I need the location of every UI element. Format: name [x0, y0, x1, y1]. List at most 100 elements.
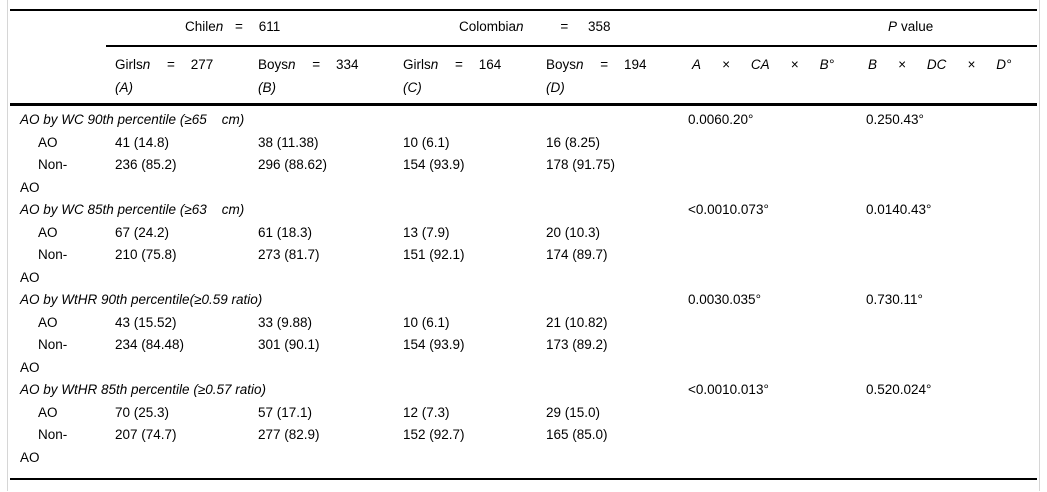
p-value-cell: 0.730.11°	[866, 292, 923, 307]
table-top-rule	[10, 9, 1037, 11]
data-cell: 67 (24.2)	[115, 224, 170, 240]
data-cell: 10 (6.1)	[403, 314, 450, 330]
section-ao-wthr-85: AO by WtHR 85th percentile (≥0.57 ratio)…	[10, 379, 1037, 469]
data-cell: 301 (90.1)	[258, 337, 320, 352]
p-value-cell: 0.0060.20°	[688, 112, 754, 127]
data-cell: 70 (25.3)	[115, 404, 170, 420]
section-title: AO by WC 85th percentile (≥63 cm)	[20, 202, 245, 217]
contrast1-b: B°	[819, 57, 834, 72]
data-cell: 234 (84.48)	[115, 337, 185, 352]
col-b-group: Boys	[258, 57, 289, 72]
row-label-ao: AO	[38, 314, 58, 330]
row-label-ao: AO	[38, 224, 58, 240]
chile-equals: =	[235, 19, 243, 34]
colombia-equals: =	[560, 19, 569, 34]
col-a-equals: =	[167, 57, 175, 72]
col-c-group: Girls	[403, 57, 431, 72]
data-cell: 43 (15.52)	[115, 314, 177, 330]
col-letter-c: (C)	[403, 79, 422, 95]
chile-n-symbol: n	[215, 19, 224, 34]
row-label-non-ao: Non-AO	[20, 337, 68, 375]
multiply-icon: ×	[722, 57, 730, 72]
col-d-equals: =	[600, 57, 609, 72]
data-cell: 41 (14.8)	[115, 134, 170, 150]
col-c-equals: =	[455, 57, 463, 72]
header-col-girls-colombia: Girlsn = 164	[403, 54, 501, 77]
col-c-n-value: 164	[478, 57, 502, 72]
data-cell: 277 (82.9)	[258, 427, 320, 442]
data-cell: 61 (18.3)	[258, 224, 313, 240]
data-cell: 57 (17.1)	[258, 404, 313, 420]
contrast2-d: D°	[996, 57, 1012, 72]
data-cell: 154 (93.9)	[403, 157, 465, 172]
contrast2-b: B	[868, 57, 878, 72]
header-group-rule	[106, 45, 1037, 47]
col-letter-a: (A)	[115, 79, 133, 95]
header-p-contrast-2: B × DC × D°	[868, 54, 1011, 77]
multiply-icon: ×	[790, 57, 799, 72]
data-cell: 152 (92.7)	[403, 427, 465, 442]
section-title: AO by WtHR 90th percentile(≥0.59 ratio)	[20, 292, 263, 307]
multiply-icon: ×	[967, 57, 976, 72]
data-cell: 21 (10.82)	[546, 314, 608, 330]
header-p-contrast-1: A × CA × B°	[692, 54, 834, 77]
data-cell: 207 (74.7)	[115, 427, 177, 442]
p-value-cell: <0.0010.073°	[688, 202, 769, 217]
data-cell: 210 (75.8)	[115, 247, 177, 262]
table-bottom-rule	[10, 478, 1037, 480]
col-b-n-symbol: n	[288, 57, 296, 72]
data-cell: 38 (11.38)	[258, 134, 319, 150]
chile-label: Chile	[185, 19, 216, 34]
p-value-cell: <0.0010.013°	[688, 382, 769, 397]
data-cell: 173 (89.2)	[546, 337, 608, 352]
section-ao-wthr-90: AO by WtHR 90th percentile(≥0.59 ratio) …	[10, 289, 1037, 379]
col-c-n-symbol: n	[430, 57, 439, 72]
col-letter-b: (B)	[258, 79, 276, 95]
col-a-group: Girls	[115, 57, 143, 72]
col-d-group: Boys	[546, 57, 577, 72]
data-cell: 29 (15.0)	[546, 404, 601, 420]
row-label-non-ao: Non-AO	[20, 247, 68, 285]
col-a-n-symbol: n	[142, 57, 151, 72]
row-label-ao: AO	[38, 134, 58, 150]
col-d-n-symbol: n	[576, 57, 584, 72]
header-col-boys-colombia: Boysn = 194	[546, 54, 646, 77]
data-cell: 236 (85.2)	[115, 157, 177, 172]
colombia-n-symbol: n	[516, 19, 524, 34]
section-title: AO by WtHR 85th percentile (≥0.57 ratio)	[20, 382, 267, 397]
data-cell: 10 (6.1)	[403, 134, 450, 150]
colombia-n-value: 358	[587, 19, 611, 34]
col-a-n-value: 277	[190, 57, 214, 72]
p-value-cell: 0.0030.035°	[688, 292, 761, 307]
p-value-cell: 0.0140.43°	[866, 202, 932, 217]
header-col-boys-chile: Boysn = 334	[258, 54, 358, 77]
data-cell: 273 (81.7)	[258, 247, 320, 262]
col-letter-d: (D)	[546, 79, 565, 95]
chile-n-value: 611	[258, 19, 281, 34]
data-cell: 33 (9.88)	[258, 314, 313, 330]
header-colombia-group: Colombian = 358	[459, 16, 611, 39]
row-label-non-ao: Non-AO	[20, 427, 68, 465]
multiply-icon: ×	[898, 57, 906, 72]
data-cell: 154 (93.9)	[403, 337, 465, 352]
header-chile-group: Chilen = 611	[185, 16, 280, 39]
p-symbol: P	[888, 19, 898, 34]
row-label-ao: AO	[38, 404, 58, 420]
data-cell: 178 (91.75)	[546, 157, 616, 172]
p-value-cell: 0.520.024°	[866, 382, 932, 397]
table-frame	[7, 0, 1040, 491]
section-ao-wc-85: AO by WC 85th percentile (≥63 cm) <0.001…	[10, 199, 1037, 289]
p-value-cell: 0.250.43°	[866, 112, 924, 127]
data-cell: 16 (8.25)	[546, 134, 601, 150]
header-col-girls-chile: Girlsn = 277	[115, 54, 213, 77]
col-b-equals: =	[312, 57, 321, 72]
contrast1-a: A	[692, 57, 702, 72]
col-b-n-value: 334	[335, 57, 359, 72]
data-cell: 296 (88.62)	[258, 157, 328, 172]
data-cell: 13 (7.9)	[403, 224, 450, 240]
data-cell: 20 (10.3)	[546, 224, 601, 240]
data-cell: 174 (89.7)	[546, 247, 608, 262]
section-title: AO by WC 90th percentile (≥65 cm)	[20, 112, 245, 127]
